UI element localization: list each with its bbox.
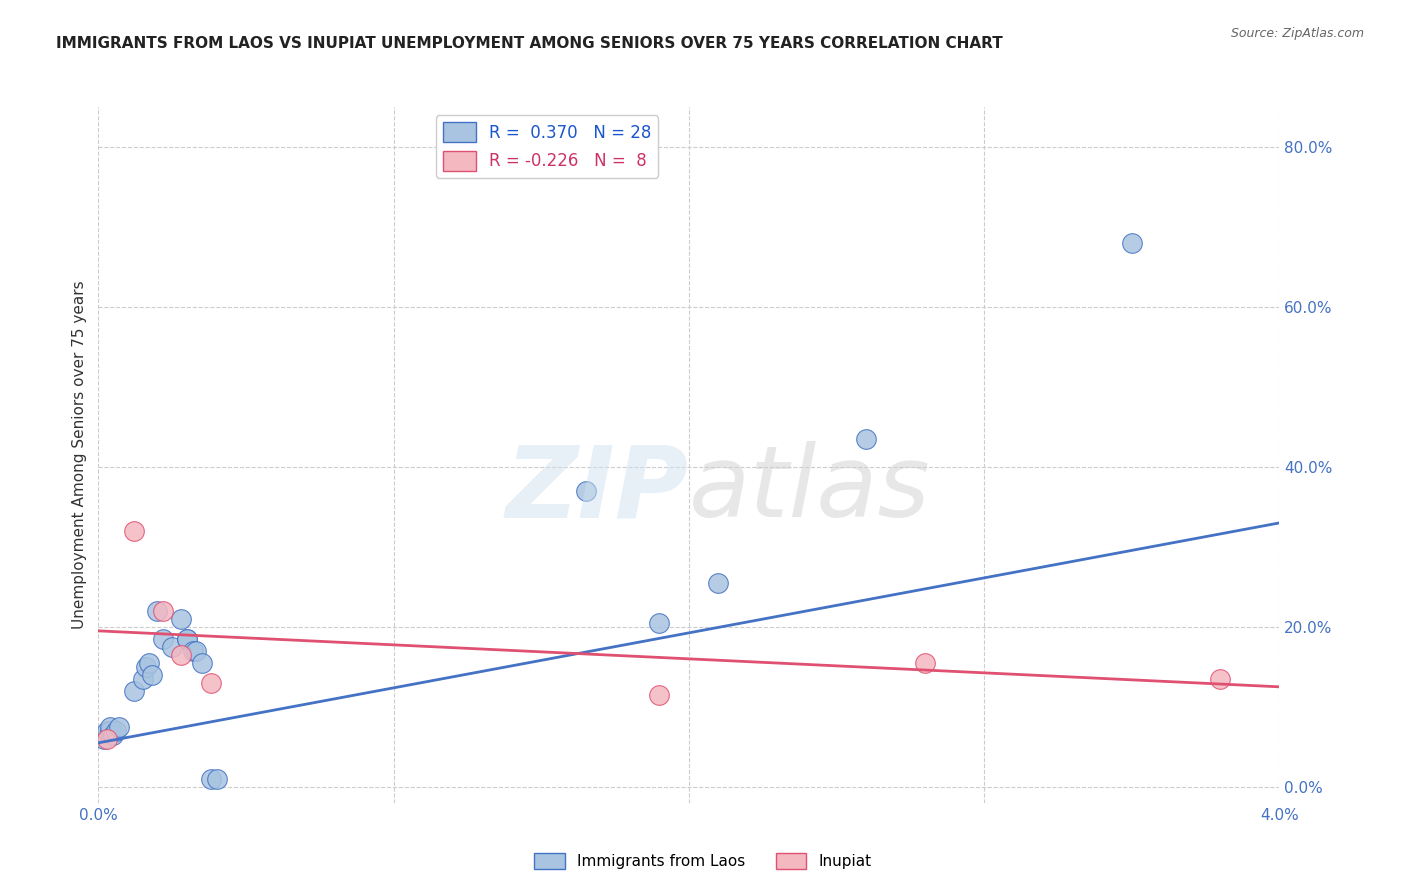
Point xyxy=(181,644,204,658)
Point xyxy=(184,644,207,658)
Point xyxy=(191,656,214,670)
Point xyxy=(648,688,671,702)
Point xyxy=(574,483,596,498)
Point xyxy=(914,656,936,670)
Legend: Immigrants from Laos, Inupiat: Immigrants from Laos, Inupiat xyxy=(529,847,877,875)
Text: ZIP: ZIP xyxy=(506,442,689,538)
Point xyxy=(98,720,121,734)
Point xyxy=(162,640,183,654)
Point xyxy=(855,432,877,446)
Point xyxy=(132,672,155,686)
Point xyxy=(170,612,193,626)
Point xyxy=(205,772,228,786)
Point xyxy=(138,656,160,670)
Point xyxy=(122,683,145,698)
Point xyxy=(105,723,128,738)
Text: IMMIGRANTS FROM LAOS VS INUPIAT UNEMPLOYMENT AMONG SENIORS OVER 75 YEARS CORRELA: IMMIGRANTS FROM LAOS VS INUPIAT UNEMPLOY… xyxy=(56,36,1002,51)
Y-axis label: Unemployment Among Seniors over 75 years: Unemployment Among Seniors over 75 years xyxy=(72,281,87,629)
Point xyxy=(170,648,193,662)
Point xyxy=(176,632,198,646)
Point xyxy=(200,772,222,786)
Point xyxy=(152,604,174,618)
Point xyxy=(152,632,174,646)
Text: atlas: atlas xyxy=(689,442,931,538)
Point xyxy=(146,604,169,618)
Point xyxy=(96,723,118,738)
Point xyxy=(176,632,198,646)
Point xyxy=(96,731,118,746)
Point xyxy=(707,575,730,590)
Point xyxy=(648,615,671,630)
Point xyxy=(98,723,121,738)
Legend: R =  0.370   N = 28, R = -0.226   N =  8: R = 0.370 N = 28, R = -0.226 N = 8 xyxy=(436,115,658,178)
Point xyxy=(108,720,131,734)
Text: Source: ZipAtlas.com: Source: ZipAtlas.com xyxy=(1230,27,1364,40)
Point xyxy=(1209,672,1232,686)
Point xyxy=(200,676,222,690)
Point xyxy=(141,668,163,682)
Point xyxy=(1121,235,1143,250)
Point xyxy=(103,728,125,742)
Point xyxy=(93,731,115,746)
Point xyxy=(135,660,157,674)
Point xyxy=(122,524,145,538)
